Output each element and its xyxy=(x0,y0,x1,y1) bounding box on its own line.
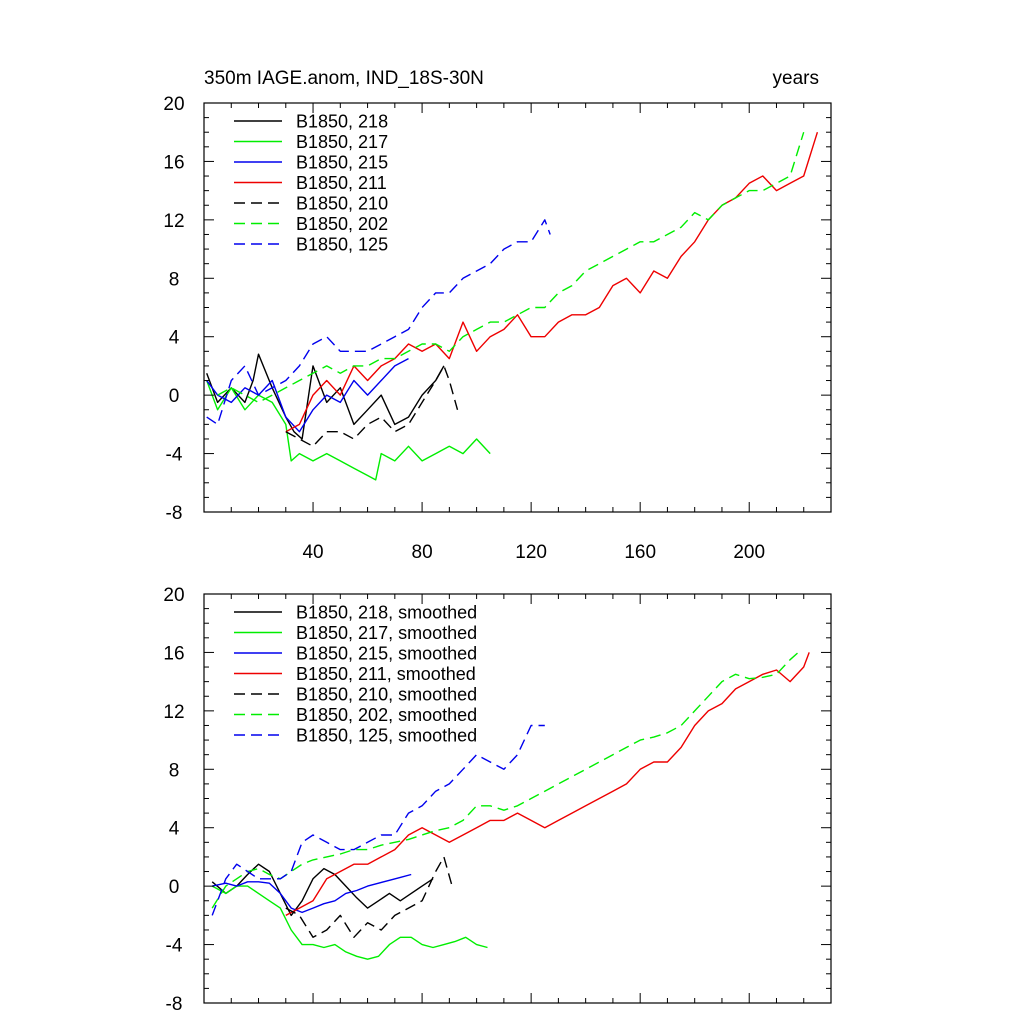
legend-label-3: B1850, 215 xyxy=(296,153,388,173)
series-line-2 xyxy=(206,380,491,481)
y-tick-label: 8 xyxy=(169,760,180,781)
y-tick-label: 20 xyxy=(163,585,184,606)
y-tick-label: -4 xyxy=(166,445,183,466)
y-tick-label: 20 xyxy=(163,94,184,115)
x-tick-label: 200 xyxy=(733,542,765,563)
series-line-7 xyxy=(211,724,545,916)
legend-label-5: B1850, 210 xyxy=(296,194,388,214)
series-line-2 xyxy=(211,885,488,960)
series-line-4 xyxy=(285,652,810,917)
series-line-5 xyxy=(285,856,453,938)
y-tick-label: 0 xyxy=(169,386,180,407)
legend-label-2: B1850, 217 xyxy=(296,132,388,152)
series-group xyxy=(206,131,819,481)
plot-panel-top: -8 -4 0 4 8 12 16 20 40 80 120 160 200 350m IAGE.anom… xyxy=(163,68,832,563)
x-tick-label: 40 xyxy=(302,542,323,563)
legend-label-6: B1850, 202, smoothed xyxy=(296,705,477,725)
legend-label-6: B1850, 202 xyxy=(296,214,388,234)
series-group xyxy=(211,651,810,960)
series-line-6 xyxy=(211,651,799,909)
series-line-3 xyxy=(206,357,409,433)
y-tick-label: 12 xyxy=(163,702,184,723)
legend-label-3: B1850, 215, smoothed xyxy=(296,644,477,664)
chart-title-left: 350m IAGE.anom, IND_18S-30N xyxy=(204,68,484,89)
legend-label-1: B1850, 218, smoothed xyxy=(296,603,477,623)
y-tick-label: -4 xyxy=(166,936,183,957)
y-tick-label: 16 xyxy=(163,643,184,664)
x-tick-label: 120 xyxy=(515,542,547,563)
series-line-1 xyxy=(211,863,434,917)
legend-label-7: B1850, 125 xyxy=(296,235,388,255)
y-tick-label: 16 xyxy=(163,152,184,173)
series-line-1 xyxy=(206,353,445,440)
y-tick-label: 12 xyxy=(163,211,184,232)
legend-label-4: B1850, 211 xyxy=(296,173,387,193)
series-line-5 xyxy=(285,365,459,447)
series-line-6 xyxy=(217,131,805,404)
x-tick-label: 80 xyxy=(412,542,433,563)
y-tick-label: 4 xyxy=(169,819,180,840)
x-tick-label: 160 xyxy=(624,542,656,563)
legend-label-7: B1850, 125, smoothed xyxy=(296,726,477,746)
chart-title-right: years xyxy=(773,68,819,89)
y-tick-label: -8 xyxy=(166,503,183,524)
y-tick-label: 4 xyxy=(169,328,180,349)
series-line-3 xyxy=(212,873,412,914)
legend-label-1: B1850, 218 xyxy=(296,112,388,132)
legend-label-4: B1850, 211, smoothed xyxy=(296,664,476,684)
y-tick-label: 8 xyxy=(169,269,180,290)
y-tick-label: 0 xyxy=(169,877,180,898)
y-tick-label: -8 xyxy=(166,994,183,1015)
legend-label-5: B1850, 210, smoothed xyxy=(296,685,477,705)
legend-label-2: B1850, 217, smoothed xyxy=(296,623,477,643)
series-line-4 xyxy=(285,131,819,433)
